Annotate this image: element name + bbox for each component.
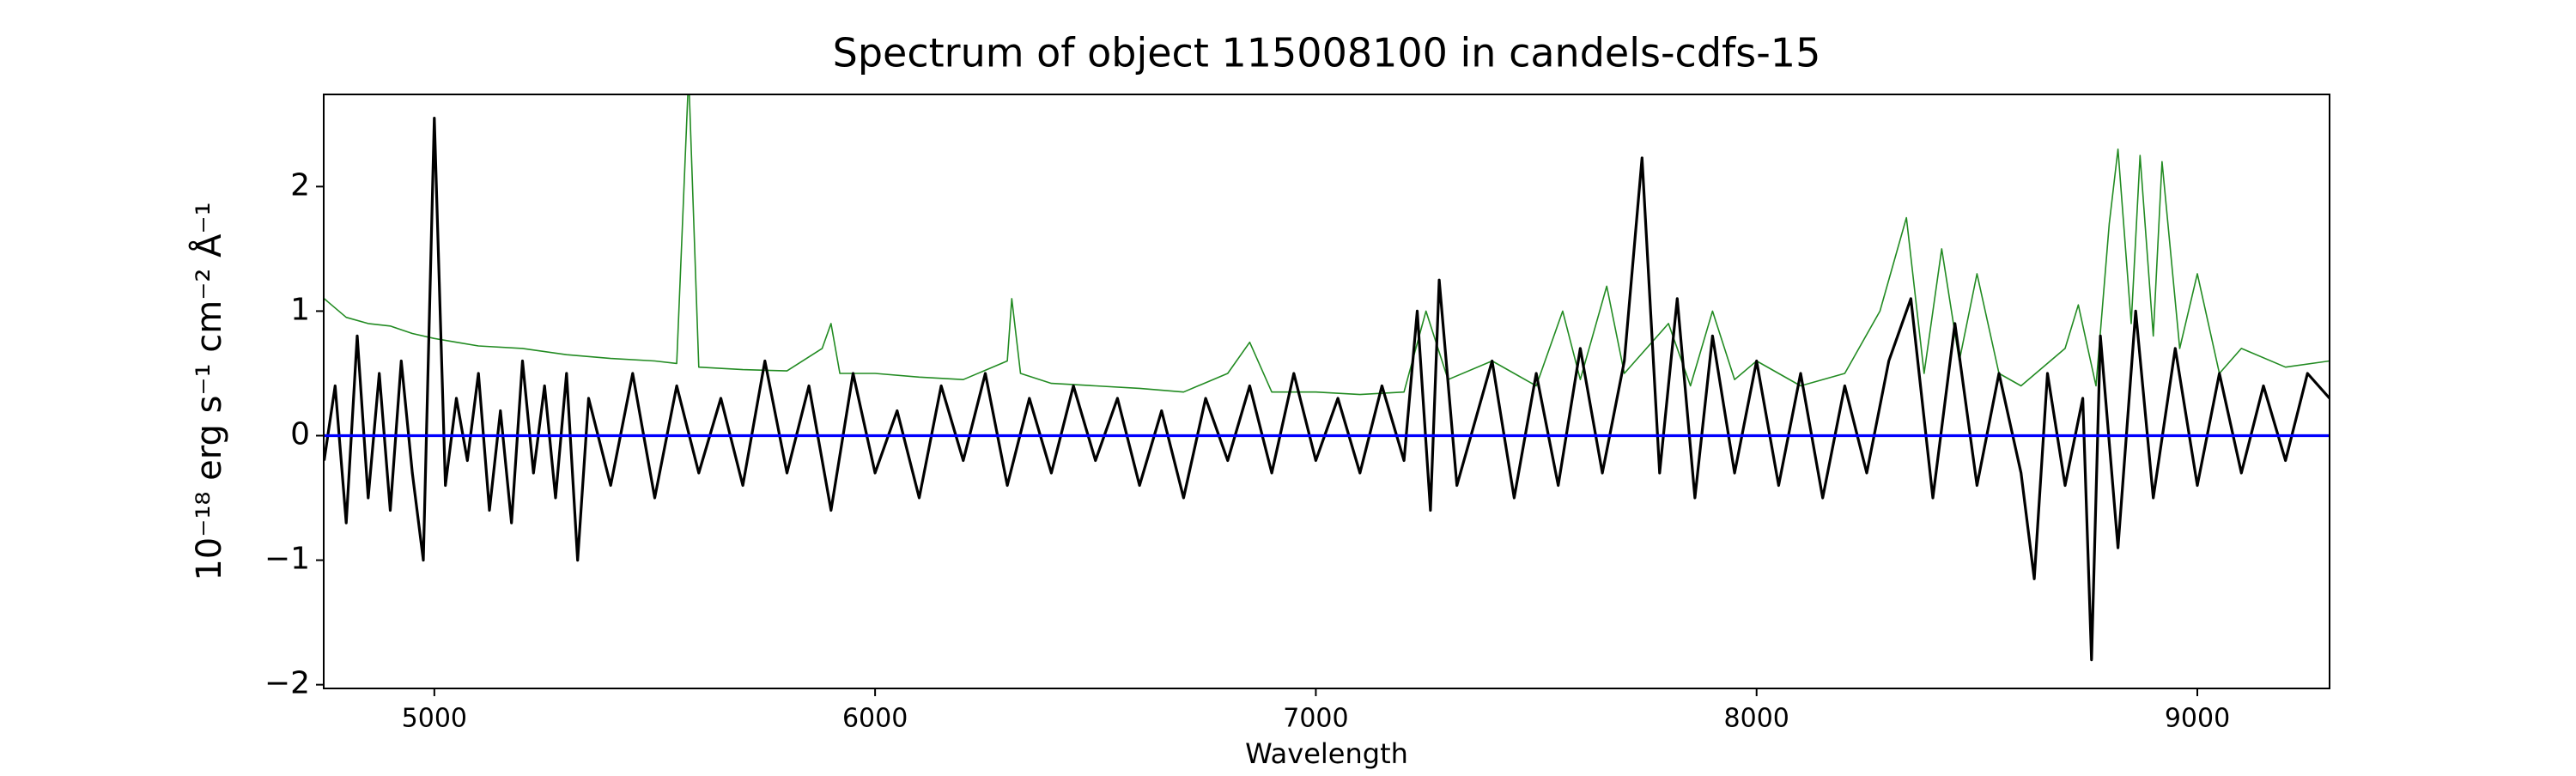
plot-area <box>324 94 2330 662</box>
axes-frame <box>323 94 2330 689</box>
x-axis-label: Wavelength <box>1245 737 1408 770</box>
spectrum-line <box>324 117 2330 662</box>
x-tick-label: 7000 <box>1283 704 1348 734</box>
y-tick-label: 0 <box>290 417 310 452</box>
y-axis-label: 10⁻¹⁸ erg s⁻¹ cm⁻² Å⁻¹ <box>188 202 229 580</box>
x-tick-label: 9000 <box>2165 704 2230 734</box>
y-tick-label: −2 <box>264 666 310 701</box>
x-tick-label: 5000 <box>402 704 467 734</box>
y-tick-label: 2 <box>290 167 310 203</box>
spectrum-line <box>324 94 2330 396</box>
chart-title: Spectrum of object 115008100 in candels-… <box>833 30 1821 76</box>
x-tick-label: 6000 <box>842 704 908 734</box>
y-tick-label: 1 <box>290 292 310 327</box>
y-tick-label: −1 <box>264 542 310 577</box>
x-tick-label: 8000 <box>1724 704 1789 734</box>
